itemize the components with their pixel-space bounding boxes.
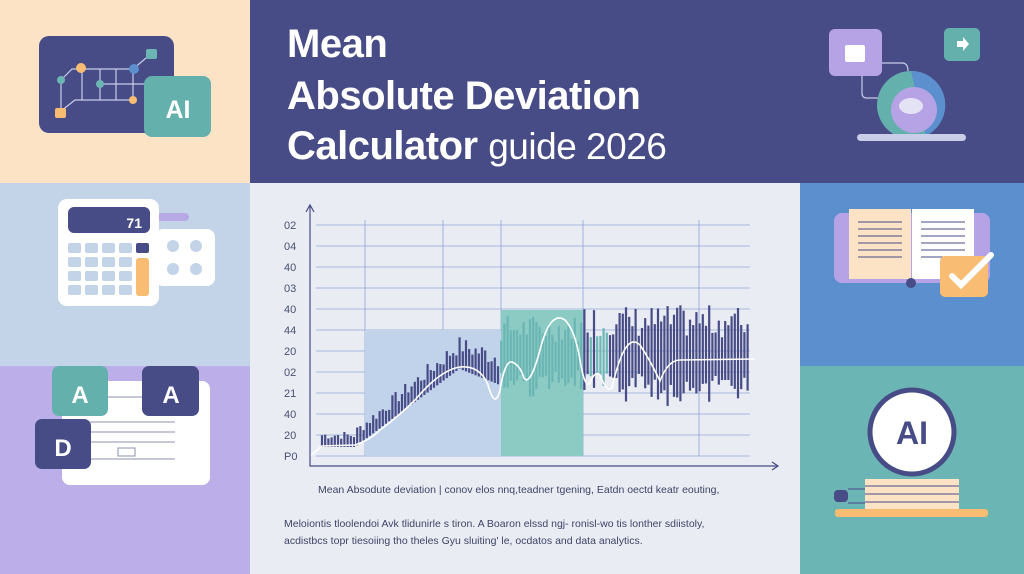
paragraph-line-1: Meloiontis tloolendoi Avk tlidunirle s t… [284,518,705,530]
smooth-curve [309,317,756,457]
calculator-key [68,285,81,295]
title-line-3: Calculator guide 2026 [287,124,667,169]
calculator-key [102,271,115,281]
y-tick-label: 04 [284,241,296,253]
header-panel [250,0,800,183]
calculator-key [102,257,115,267]
axis-arrows [305,203,780,471]
calculator-key [68,243,81,253]
y-tick-label: 02 [284,220,296,232]
chart: 02 04 40 03 40 44 20 02 21 40 20 P0 [284,203,780,471]
y-tick-labels: 02 04 40 03 40 44 20 02 21 40 20 P0 [284,220,297,463]
open-book-icon [834,209,994,297]
globe-icon [829,28,980,141]
y-tick-label: P0 [284,451,297,463]
letter-a-2: A [162,382,179,409]
title-bold: Calculator [287,124,478,168]
calculator-key [119,285,132,295]
calculator-key [85,257,98,267]
y-tick-label: 21 [284,388,296,400]
y-tick-label: 40 [284,262,296,274]
letter-a-tile [52,366,108,416]
title-light: guide 2026 [488,126,667,167]
calculator-key [119,243,132,253]
y-tick-label: 02 [284,367,296,379]
highlight-region-blue [365,330,501,456]
title-line-1: Mean [287,22,388,66]
ai-badge-text: AI [166,96,191,124]
y-tick-label: 20 [284,430,296,442]
calculator-key [85,243,98,253]
letter-a: A [71,382,88,409]
ai-badge [144,76,211,137]
y-tick-label: 20 [284,346,296,358]
calculator-key [68,257,81,267]
calculator-display: 71 [126,215,142,231]
ai-circle-text: AI [896,415,928,451]
network-board-icon [39,36,174,133]
y-tick-label: 40 [284,304,296,316]
y-tick-label: 03 [284,283,296,295]
calculator-key [102,243,115,253]
y-tick-label: 40 [284,409,296,421]
ai-circle-icon [834,387,988,517]
letter-a-tile-2 [142,366,199,416]
calculator-key [119,257,132,267]
calculator-key [102,285,115,295]
y-tick-label: 44 [284,325,296,337]
calculator-key [85,271,98,281]
letter-d-tile [35,419,91,469]
calculator-key [85,285,98,295]
letter-d: D [54,435,71,462]
calculator-key [68,271,81,281]
title-line-2: Absolute Deviation [287,74,641,118]
paragraph-line-2: acdistbcs topr tiesoiing tho theles Gyu … [284,535,643,547]
calculator-icon [58,199,215,306]
chart-caption: Mean Absodute deviation | conov elos nnq… [318,484,720,496]
calculator-key [119,271,132,281]
axes [309,205,778,467]
